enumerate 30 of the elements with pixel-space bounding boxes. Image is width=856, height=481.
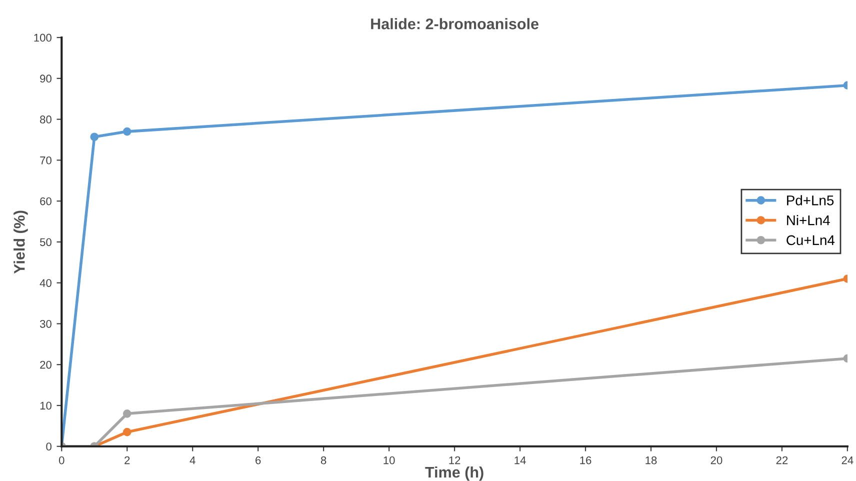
chart-title: Halide: 2-bromoanisole	[371, 18, 538, 30]
x-tick-label: 22	[776, 456, 788, 464]
y-tick-label: 40	[40, 279, 52, 287]
x-tick-label: 14	[514, 456, 526, 464]
x-tick-label: 8	[320, 456, 326, 464]
y-tick-label: 100	[34, 34, 52, 42]
y-tick-label: 10	[40, 402, 52, 410]
y-axis-title: Yield (%)	[14, 210, 28, 274]
x-tick-label: 16	[580, 456, 592, 464]
legend-label: Cu+Ln4	[786, 235, 835, 246]
x-tick-label: 10	[384, 456, 395, 464]
legend-label: Pd+Ln5	[787, 195, 834, 206]
x-tick-label: 18	[646, 456, 657, 464]
x-tick-label: 20	[710, 456, 722, 464]
x-tick-label: 12	[449, 456, 460, 464]
y-tick-label: 60	[40, 197, 52, 206]
x-tick-label: 6	[256, 456, 261, 464]
x-tick-label: 24	[842, 456, 854, 464]
legend-label: Ni+Ln4	[787, 215, 830, 226]
y-tick-label: 20	[40, 360, 52, 369]
x-tick-label: 2	[124, 456, 130, 464]
y-tick-label: 70	[40, 156, 52, 164]
y-tick-label: 90	[40, 74, 52, 83]
y-tick-label: 50	[40, 238, 52, 246]
x-axis-title: Time (h)	[425, 466, 484, 481]
x-tick-label: 4	[190, 456, 196, 464]
x-tick-label: 0	[58, 456, 64, 464]
y-tick-label: 0	[46, 442, 52, 451]
y-tick-label: 80	[40, 116, 52, 124]
y-tick-label: 30	[40, 320, 52, 328]
